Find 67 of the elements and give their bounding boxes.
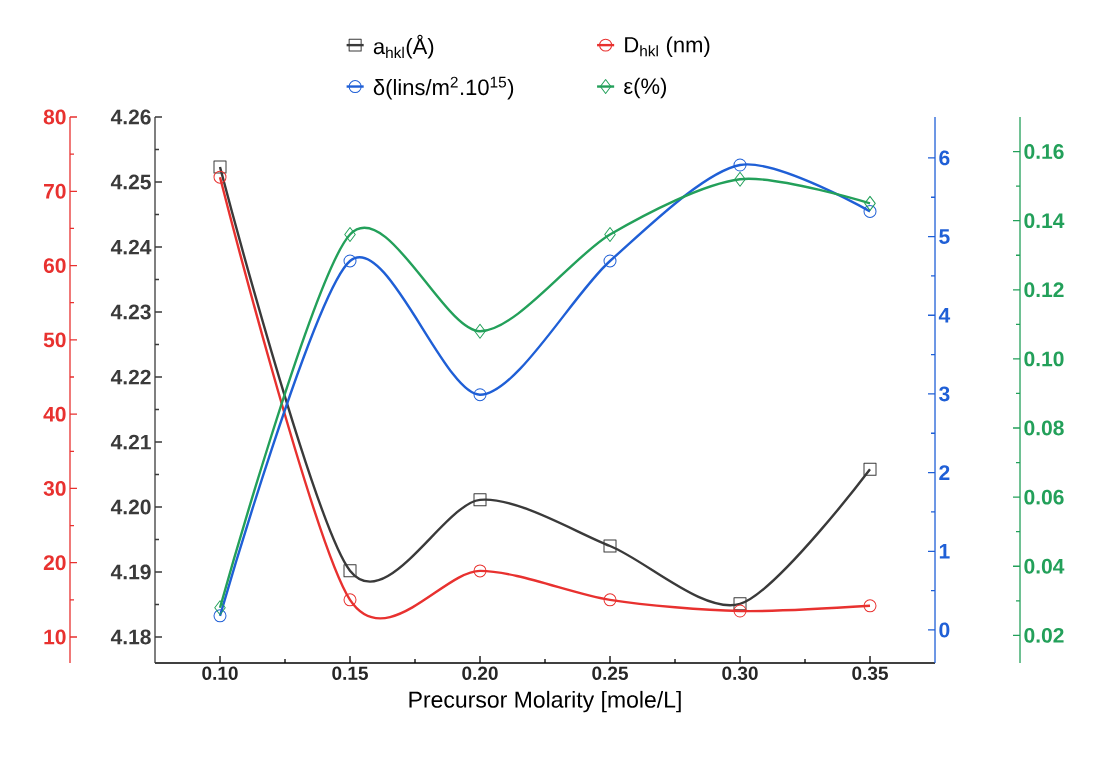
y2-tick-label: 0.06 [1024, 489, 1064, 505]
x-tick-label: 0.30 [722, 666, 758, 681]
y-tick-label: 0 [939, 622, 950, 638]
point [213, 160, 227, 174]
y-tick-label: 2 [939, 465, 950, 480]
point [863, 462, 877, 476]
point [604, 227, 616, 242]
y2-tick-label: 20 [43, 555, 66, 571]
y2-tick-label: 60 [43, 258, 66, 274]
y-tick-label: 6 [939, 150, 950, 166]
y2-tick-label: 80 [43, 109, 66, 125]
y-tick-label: 4.21 [110, 434, 151, 450]
y-tick-label: 4 [938, 308, 951, 323]
y2-tick-label: 0.16 [1024, 144, 1064, 159]
legend-label: δ(lins/m$^{2}$.10$^{15}$) [373, 76, 514, 100]
point [343, 254, 357, 268]
legend-label: D$_{hkl}$ (nm) [625, 36, 710, 57]
point [473, 564, 487, 578]
x-tick-label: 0.10 [202, 666, 238, 680]
point [864, 195, 876, 211]
x-tick-label: 0.35 [852, 666, 888, 681]
point [733, 158, 747, 172]
y-tick-label: 1 [939, 544, 950, 559]
y-tick-label: 5 [939, 229, 950, 244]
point [603, 254, 617, 268]
y2-tick-label: 0.14 [1024, 213, 1065, 229]
y2-tick-label: 0.04 [1024, 558, 1065, 574]
y-tick-label: 4.23 [110, 304, 151, 320]
x-tick-label: 0.25 [592, 666, 628, 680]
y2-tick-label: 0.10 [1024, 351, 1064, 367]
point [473, 388, 487, 402]
point [343, 564, 357, 578]
y2-tick-label: 10 [44, 629, 66, 645]
y2-tick-label: 0.12 [1024, 282, 1064, 298]
y-tick-label: 3 [939, 386, 950, 402]
y2-tick-label: 0.02 [1024, 627, 1064, 643]
y-tick-label: 4.26 [110, 109, 151, 125]
legend-label: a$_{hkl}$(Å) [373, 34, 434, 59]
x-tick-label: 0.15 [332, 666, 368, 680]
point [214, 600, 226, 616]
x-tick-label: 0.20 [462, 666, 498, 680]
x-axis-title: Precursor Molarity [mole/L] [409, 690, 681, 713]
point [863, 599, 877, 613]
y-tick-label: 4.19 [110, 564, 151, 580]
y-tick-label: 4.25 [110, 174, 151, 190]
y-tick-label: 4.22 [110, 369, 151, 385]
point [343, 593, 357, 607]
y2-tick-label: 70 [44, 183, 66, 199]
point [733, 604, 747, 618]
y2-tick-label: 30 [43, 480, 66, 496]
y-tick-label: 4.20 [110, 499, 151, 515]
point [344, 227, 356, 242]
point [213, 170, 227, 184]
y-tick-label: 4.18 [110, 629, 151, 645]
point [213, 609, 227, 623]
point [863, 204, 877, 218]
y2-tick-label: 0.08 [1024, 420, 1064, 436]
legend-label: ε(%) [624, 77, 667, 99]
point [734, 171, 746, 187]
point [603, 593, 617, 607]
y-tick-label: 4.24 [110, 239, 152, 255]
y2-tick-label: 40 [43, 406, 66, 422]
point [733, 597, 747, 611]
point [473, 493, 487, 507]
point [474, 323, 486, 339]
point [603, 539, 617, 553]
y2-tick-label: 50 [43, 332, 66, 348]
